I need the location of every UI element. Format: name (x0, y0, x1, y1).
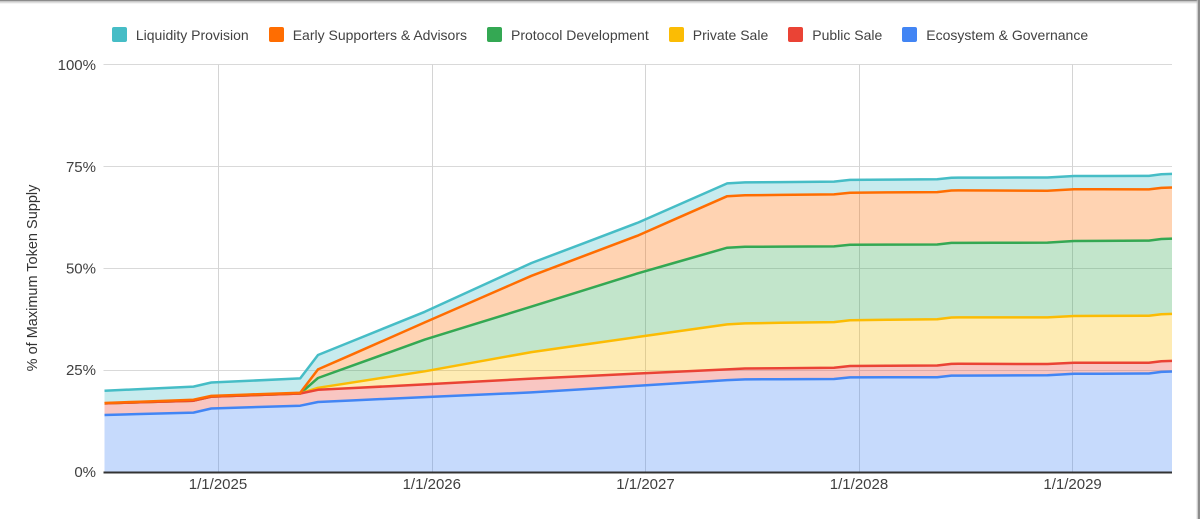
svg-text:1/1/2025: 1/1/2025 (189, 476, 247, 493)
svg-text:1/1/2029: 1/1/2029 (1043, 476, 1101, 493)
svg-text:75%: 75% (66, 159, 96, 176)
svg-text:% of Maximum Token Supply: % of Maximum Token Supply (25, 184, 41, 371)
svg-text:1/1/2027: 1/1/2027 (616, 476, 674, 493)
svg-text:25%: 25% (66, 362, 96, 379)
svg-text:50%: 50% (66, 261, 96, 278)
svg-text:100%: 100% (58, 57, 96, 74)
svg-text:1/1/2028: 1/1/2028 (830, 476, 888, 493)
svg-text:1/1/2026: 1/1/2026 (403, 476, 461, 493)
svg-text:0%: 0% (74, 464, 96, 481)
